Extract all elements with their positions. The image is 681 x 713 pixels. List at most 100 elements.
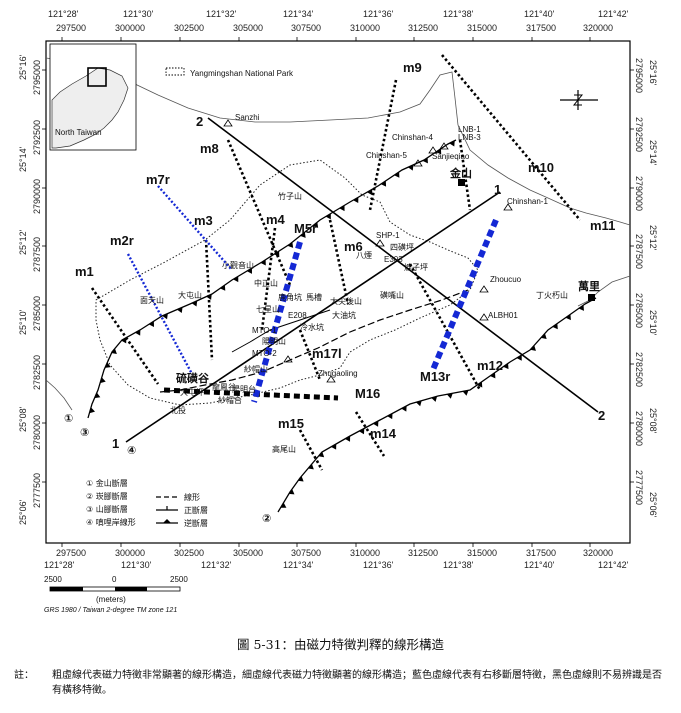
legend-item: ① 金山斷層 [86, 478, 128, 488]
tick-label: 2782500 [634, 352, 644, 387]
lineament-label: m10 [528, 160, 554, 175]
figure-caption: 圖 5-31：由磁力特徵判釋的線形構造 [236, 637, 445, 652]
lineament-m2r [126, 253, 194, 375]
coastline-west [45, 379, 73, 411]
tick-label: 2790000 [32, 179, 42, 214]
tick-label: 25°10' [18, 309, 28, 335]
fault-number: ④ [127, 444, 136, 457]
tick-label: 305000 [233, 23, 263, 33]
tick-label: 25°10' [648, 310, 658, 336]
place-name: 焿子坪 [404, 262, 428, 272]
thrust-triangle [462, 390, 469, 396]
tick-label: 302500 [174, 23, 204, 33]
tick-label: 2795000 [32, 60, 42, 95]
thrust-triangle [401, 405, 407, 412]
place-name: 四磺坪 [390, 242, 414, 252]
site-label: LNB-3 [458, 133, 481, 142]
tick-label: 310000 [350, 548, 380, 558]
tick-label: 121°40' [524, 560, 555, 570]
left-y-labels: 2795000 2792500 2790000 2787500 2785000 … [32, 60, 42, 508]
tick-label: 121°32' [201, 560, 232, 570]
place-name: 中正山 [254, 278, 278, 288]
tick-label: 25°16' [18, 54, 28, 80]
place-name: 冷水坑 [300, 322, 324, 332]
bottom-x-labels: 297500 300000 302500 305000 307500 31000… [56, 548, 613, 558]
tick-label: 2790000 [634, 176, 644, 211]
lineament-label: m12 [477, 358, 503, 373]
tick-label: 121°30' [121, 560, 152, 570]
lineament-label: M5r [294, 221, 317, 236]
fault-legend: ① 金山斷層 ② 崁腳斷層 ③ 山腳斷層 ④ 嗔哩岸線形 線形 正斷層 逆斷層 [86, 478, 208, 528]
tick-label: 317500 [526, 548, 556, 558]
tick-label: 25°08' [18, 406, 28, 432]
tick-label: 25°14' [648, 140, 658, 166]
lineament-label: m1 [75, 264, 94, 279]
scale-label: 2500 [44, 575, 62, 584]
lineament-label: M16 [355, 386, 380, 401]
thrust-triangle [280, 502, 287, 508]
tick-label: 310000 [350, 23, 380, 33]
tick-label: 121°42' [598, 560, 629, 570]
place-name: 金山 [449, 166, 472, 180]
place-name: 竹子山 [278, 191, 302, 201]
site-label: Chinshan-4 [392, 133, 433, 142]
thrust-markers [89, 140, 584, 508]
tick-label: 2777500 [634, 470, 644, 505]
tick-label: 2777500 [32, 473, 42, 508]
thrust-triangle [540, 333, 547, 339]
top-x-labels: 297500 300000 302500 305000 307500 31000… [56, 23, 613, 33]
place-name: 大屯坪 [180, 387, 204, 397]
tick-label: 25°12' [648, 225, 658, 251]
thrust-triangle [446, 393, 453, 399]
thrust-triangle [148, 321, 155, 328]
lineament-m7r [157, 185, 233, 271]
park-legend: Yangmingshan National Park [165, 67, 294, 78]
jinshan-town-icon [458, 179, 465, 186]
tick-label: 121°30' [123, 9, 154, 19]
lineament-label: m6 [344, 239, 363, 254]
thrust-triangle [422, 157, 428, 164]
lineament-m8 [226, 139, 292, 286]
thrust-triangle [219, 284, 226, 291]
place-name: 萬里 [578, 279, 600, 293]
fault-number-labels: ① ③ ④ ② [64, 412, 271, 525]
place-name: 硫磺谷 [176, 371, 210, 385]
tick-label: 121°38' [443, 9, 474, 19]
legend-item: ② 崁腳斷層 [86, 491, 128, 501]
tick-label: 25°06' [18, 499, 28, 525]
tick-label: 302500 [174, 548, 204, 558]
lineament-M13r [429, 218, 499, 374]
blue-lineaments [126, 185, 499, 403]
lineament-M5r [251, 241, 303, 403]
tick-label: 121°38' [443, 560, 474, 570]
tick-label: 25°08' [648, 408, 658, 434]
tick-label: 317500 [526, 23, 556, 33]
frame-ticks [42, 37, 634, 547]
coastline-east [577, 275, 631, 307]
right-lat-labels: 25°16' 25°14' 25°12' 25°10' 25°08' 25°06… [648, 60, 658, 518]
thrust-triangle [367, 189, 373, 196]
thrust-triangle [111, 348, 117, 354]
thrust-triangle [339, 205, 345, 212]
tick-label: 315000 [467, 548, 497, 558]
lineament-label: m8 [200, 141, 219, 156]
tick-label: 121°42' [598, 9, 629, 19]
profile-end-1: 1 [494, 182, 501, 197]
place-name: 大油坑 [332, 310, 356, 320]
thrust-triangle [260, 259, 266, 266]
tick-label: 315000 [467, 23, 497, 33]
thrust-triangle [300, 232, 306, 238]
lineament-m10 [458, 139, 472, 211]
thrust-triangle [246, 268, 252, 274]
thrust-triangle [449, 140, 455, 147]
place-name: 北投 [170, 405, 186, 415]
place-name: 面天山 [140, 295, 164, 305]
thrust-triangle [162, 313, 168, 320]
site-label: SHP-1 [376, 231, 400, 240]
thrust-triangle [578, 305, 584, 311]
place-name: 馬槽 [306, 292, 322, 302]
tick-label: 2782500 [32, 355, 42, 390]
wanli-town-icon [588, 294, 595, 301]
tick-label: 300000 [115, 548, 145, 558]
